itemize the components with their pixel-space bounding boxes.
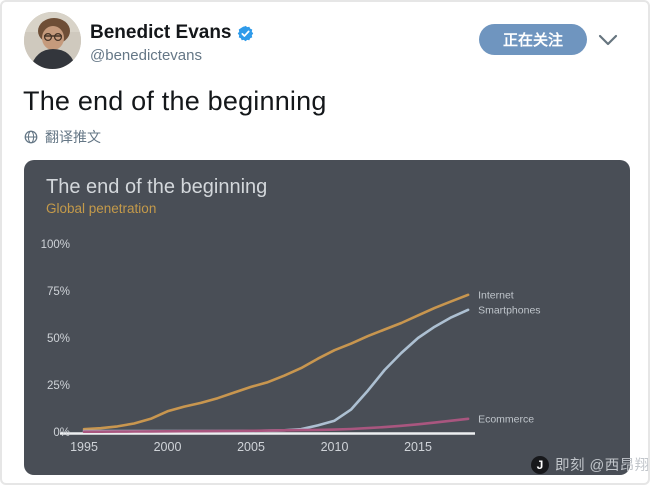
watermark-text: 即刻 @西昂翔 — [555, 458, 650, 474]
avatar-photo — [24, 12, 81, 69]
chevron-down-icon[interactable] — [597, 31, 619, 49]
globe-icon — [24, 130, 38, 144]
series-line-smartphones — [82, 308, 470, 433]
x-tick-label: 1995 — [70, 440, 98, 454]
chart-subtitle: Global penetration — [46, 201, 157, 216]
chart-title: The end of the beginning — [46, 176, 268, 198]
series-line-internet — [82, 293, 470, 431]
y-tick-label: 75% — [47, 286, 70, 298]
translate-label: 翻译推文 — [45, 129, 101, 145]
penetration-chart: 0% 25% 50% 75% 100% 1995 2000 2005 2010 2015 Inter… — [41, 239, 541, 454]
y-tick-label: 25% — [47, 380, 70, 392]
author-handle[interactable]: @benedictevans — [90, 47, 202, 64]
translate-tweet-link[interactable]: 翻译推文 — [24, 127, 101, 147]
series-line-ecommerce — [82, 417, 470, 434]
jike-logo-icon: J — [531, 455, 549, 474]
x-tick-label: 2005 — [237, 440, 265, 454]
verified-badge-icon — [237, 25, 253, 41]
x-tick-label: 2000 — [154, 440, 182, 454]
x-tick-label: 2010 — [321, 440, 349, 454]
x-tick-label: 2015 — [404, 440, 432, 454]
y-tick-label: 100% — [41, 239, 70, 251]
avatar[interactable] — [24, 12, 81, 69]
following-button[interactable]: 正在关注 — [479, 24, 587, 55]
series-label-internet: Internet — [478, 289, 514, 301]
y-tick-label: 0% — [53, 427, 70, 439]
author-name[interactable]: Benedict Evans — [90, 22, 232, 43]
y-tick-label: 50% — [47, 333, 70, 345]
series-label-ecommerce: Ecommerce — [478, 413, 534, 425]
jike-watermark: J 即刻 @西昂翔 — [531, 454, 650, 475]
chart-card[interactable]: The end of the beginning Global penetrat… — [24, 160, 630, 475]
tweet-text: The end of the beginning — [23, 86, 327, 116]
series-label-smartphones: Smartphones — [478, 304, 540, 316]
